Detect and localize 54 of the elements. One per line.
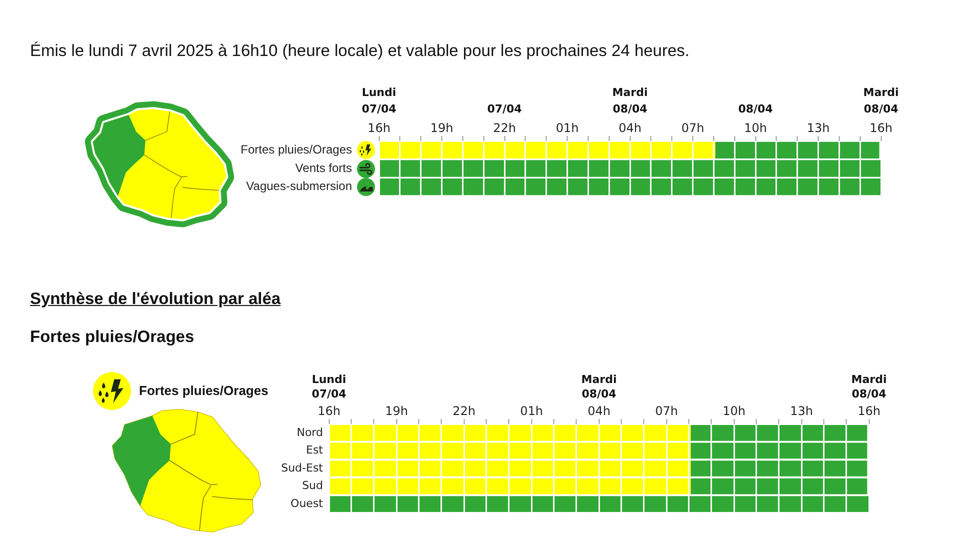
x-tick-label: 10h [744, 120, 767, 135]
x2-tick-label: 08/04 [612, 102, 648, 116]
x-tick-label: 22h [493, 120, 516, 135]
x-tick-label: 16h [318, 404, 340, 418]
text: Fortes pluies/Orages [30, 328, 194, 347]
x-tick-label: 22h [452, 404, 476, 418]
bar [379, 142, 716, 159]
bar [329, 478, 691, 494]
y-tick-label: Nord [296, 426, 323, 439]
x2-tick-label: 08/04 [864, 102, 899, 116]
x-tick-label: 19h [430, 120, 454, 135]
y-tick-label: Vents forts [295, 160, 352, 175]
bar [688, 460, 868, 476]
bar [329, 496, 869, 512]
x2-tick-label: 07/04 [312, 387, 347, 400]
bar [329, 424, 691, 441]
x-tick-label: 16h [368, 120, 390, 135]
x2-tick-label: 07/04 [362, 102, 397, 116]
bar [688, 442, 868, 459]
y-tick-label: Sud-Est [281, 461, 324, 474]
x2-tick-label: 08/04 [738, 102, 774, 116]
x2-tick-label: 08/04 [852, 387, 887, 400]
bar [688, 424, 868, 441]
y-tick-label: Ouest [290, 496, 324, 510]
text: Lundi [362, 86, 396, 99]
x-tick-label: 04h [588, 404, 610, 418]
x-tick-label: 13h [806, 120, 830, 135]
text: Mardi [863, 86, 899, 99]
x-tick-label: 01h [520, 404, 543, 418]
x-tick-label: 07h [681, 120, 704, 135]
x-tick-label: 01h [556, 120, 579, 135]
text: Lundi [312, 373, 346, 386]
x-tick-label: 13h [790, 404, 813, 418]
x-tick-label: 10h [722, 404, 746, 418]
bar [688, 478, 868, 494]
y-tick-label: Vagues-submersion [246, 179, 352, 194]
text: Fortes pluies/Orages [139, 383, 268, 398]
x-tick-label: 07h [655, 404, 678, 418]
x2-tick-label: 07/04 [487, 102, 522, 116]
text: Mardi [851, 373, 887, 386]
x-tick-label: 04h [618, 120, 642, 135]
text: Mardi [612, 86, 648, 99]
x2-tick-label: 08/04 [582, 387, 617, 400]
text: Mardi [581, 373, 617, 386]
bar [329, 442, 691, 459]
y-tick-label: Sud [302, 479, 323, 492]
chart-title: Émis le lundi 7 avril 2025 à 16h10 (heure locale) et valable pour les prochaines 24 heures. [30, 42, 690, 61]
x-tick-label: 16h [858, 404, 880, 418]
bar [329, 460, 691, 476]
y-tick-label: Fortes pluies/Orages [240, 142, 352, 156]
y-tick-label: Est [306, 444, 324, 457]
x-tick-label: 19h [385, 404, 408, 418]
text: Synthèse de l'évolution par aléa [30, 290, 281, 309]
x-tick-label: 16h [870, 120, 892, 135]
